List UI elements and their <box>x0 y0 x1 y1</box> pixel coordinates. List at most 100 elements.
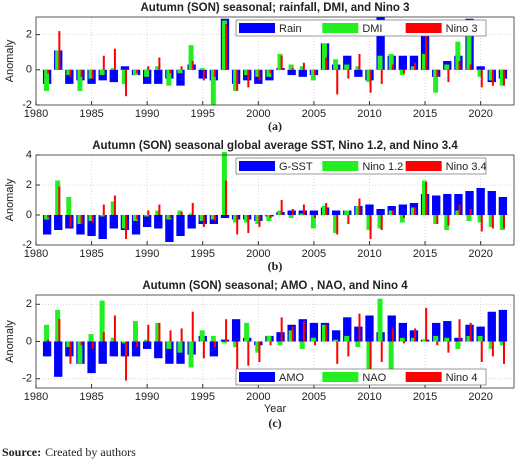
bar <box>465 191 474 215</box>
bar <box>502 69 505 86</box>
legend: AMO NAO Nino 4 <box>235 368 487 386</box>
bar <box>154 215 163 229</box>
bar <box>333 339 339 342</box>
bar <box>444 64 450 70</box>
bar <box>221 152 227 215</box>
bar <box>225 319 228 342</box>
bar <box>176 69 185 86</box>
legend-label: NAO <box>362 372 386 384</box>
bar <box>142 215 152 227</box>
bar <box>99 69 105 76</box>
panel-label: (b) <box>268 259 283 273</box>
bar <box>432 322 441 342</box>
bar <box>166 341 172 349</box>
bar <box>380 215 383 230</box>
bar <box>132 321 138 342</box>
bar <box>247 215 250 233</box>
legend-swatch <box>239 23 275 33</box>
bar <box>266 215 272 221</box>
legend-swatch <box>405 161 442 171</box>
bar <box>358 313 361 342</box>
bar <box>244 215 250 223</box>
x-axis-label: Year <box>264 403 287 415</box>
x-tick-label: 2005 <box>302 391 326 403</box>
bar <box>102 204 105 215</box>
x-tick-label: 2020 <box>468 248 492 260</box>
bar <box>376 209 385 215</box>
bar <box>169 215 172 218</box>
bar <box>280 200 283 215</box>
bar <box>109 69 118 83</box>
bar <box>55 309 61 342</box>
bar <box>358 198 361 215</box>
bar <box>147 210 150 215</box>
bar <box>355 66 361 70</box>
bar <box>355 206 361 215</box>
bar <box>347 215 350 224</box>
panel-label: (c) <box>268 416 281 430</box>
bar <box>469 209 472 215</box>
bar <box>258 69 261 81</box>
legend-swatch <box>239 161 275 171</box>
bar <box>302 321 305 342</box>
legend: G-SST Nino 1.2 Nino 3.4 <box>235 157 487 175</box>
bar <box>420 34 430 70</box>
legend-swatch <box>322 23 359 33</box>
bar <box>188 341 194 368</box>
bar <box>76 215 85 235</box>
bar <box>333 215 339 233</box>
bar <box>120 341 130 357</box>
bar <box>422 339 428 342</box>
bar <box>202 341 205 359</box>
y-tick-label: 0 <box>26 209 32 221</box>
bar <box>476 66 485 70</box>
bar <box>447 69 450 83</box>
bar <box>422 53 428 70</box>
bar <box>480 69 483 88</box>
bar <box>298 69 307 77</box>
bar <box>99 300 105 342</box>
bar <box>488 341 494 349</box>
bar <box>365 204 374 215</box>
source: Source: Created by authors <box>2 445 136 459</box>
bar <box>488 69 494 81</box>
bar <box>213 69 216 77</box>
bar <box>299 213 305 215</box>
bar <box>280 317 283 342</box>
bar <box>444 337 450 342</box>
bar <box>54 341 63 377</box>
legend-label: DMI <box>362 23 382 35</box>
bar <box>358 53 361 70</box>
bar <box>58 31 61 70</box>
bar <box>314 341 317 346</box>
bar <box>480 215 483 232</box>
bar <box>380 69 383 84</box>
bar <box>336 69 339 95</box>
bar <box>147 324 150 342</box>
bar <box>244 69 250 76</box>
bar <box>443 321 452 342</box>
bar <box>247 69 250 88</box>
x-tick-label: 1985 <box>79 248 103 260</box>
bar <box>477 215 483 223</box>
bar <box>233 215 239 223</box>
bar <box>233 341 239 348</box>
bar <box>98 215 107 239</box>
x-tick-label: 2015 <box>413 391 437 403</box>
bar <box>476 188 485 215</box>
bar <box>391 210 394 215</box>
bar <box>436 215 439 224</box>
bar <box>369 215 372 239</box>
bar <box>58 186 61 215</box>
bar <box>213 215 216 221</box>
bar <box>65 215 74 229</box>
bar <box>202 215 205 227</box>
bar <box>298 319 307 342</box>
bar <box>255 69 261 77</box>
bar <box>231 319 241 342</box>
x-tick-label: 2020 <box>468 108 492 120</box>
chart-title: Autumn (SON) seasonal; rainfall, DMI, an… <box>141 2 410 14</box>
y-tick-label: -2 <box>22 239 32 251</box>
legend: Rain DMI Nino 3 <box>235 19 487 37</box>
